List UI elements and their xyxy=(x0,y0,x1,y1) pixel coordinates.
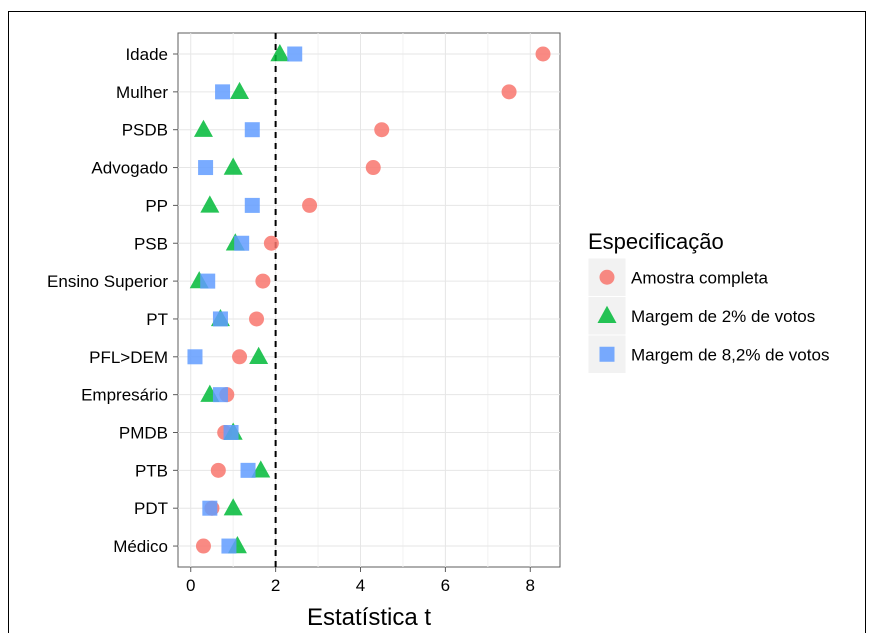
x-tick-label: 6 xyxy=(441,576,450,595)
data-point-circle xyxy=(249,311,265,327)
data-point-triangle xyxy=(249,346,269,364)
data-point-triangle xyxy=(193,119,213,137)
legend-items: Amostra completa Margem de 2% de votos Mar… xyxy=(587,257,829,374)
y-tick-label: Ensino Superior xyxy=(47,272,168,291)
data-point-square xyxy=(244,122,260,138)
x-tick-label: 4 xyxy=(356,576,365,595)
y-tick-label: Empresário xyxy=(81,386,168,405)
data-point-square xyxy=(244,197,260,213)
legend-title: Especificação xyxy=(588,229,724,254)
data-point-square xyxy=(202,500,218,516)
figure-frame xyxy=(8,11,866,633)
y-tick-label: Idade xyxy=(125,45,168,64)
data-point-square xyxy=(187,349,203,365)
data-point-circle xyxy=(365,160,381,176)
x-tick-label: 2 xyxy=(271,576,280,595)
x-tick-label: 0 xyxy=(186,576,195,595)
data-point-square xyxy=(212,387,228,403)
plot-panel xyxy=(177,32,561,568)
data-point-circle xyxy=(210,462,226,478)
y-tick-label: PDT xyxy=(134,499,168,518)
data-point-triangle xyxy=(223,157,243,175)
legend-symbol-circle xyxy=(599,269,615,285)
data-point-circle xyxy=(255,273,271,289)
data-point-square xyxy=(200,273,216,289)
y-tick-label: Médico xyxy=(113,537,168,556)
y-tick-label: PMDB xyxy=(119,424,168,443)
legend-label: Amostra completa xyxy=(631,268,769,287)
data-point-triangle xyxy=(230,81,250,100)
y-tick-label: PFL>DEM xyxy=(89,348,168,367)
legend-symbol-triangle xyxy=(597,305,617,323)
data-point-square xyxy=(215,84,231,100)
data-point-square xyxy=(221,538,237,554)
data-marks xyxy=(187,44,551,554)
data-point-square xyxy=(234,235,250,251)
data-point-triangle xyxy=(200,195,220,213)
y-tick-label: PP xyxy=(145,196,168,215)
x-tick-label: 8 xyxy=(526,576,535,595)
x-axis: 0 2 4 6 8 xyxy=(186,567,535,595)
data-point-triangle xyxy=(251,460,271,478)
legend: Especificação Amostra completa Margem de … xyxy=(587,229,829,374)
series-square xyxy=(187,46,303,554)
x-axis-title: Estatística t xyxy=(307,604,431,631)
data-point-square xyxy=(287,46,303,62)
legend-label: Margem de 2% de votos xyxy=(631,307,815,326)
y-tick-label: PTB xyxy=(135,461,168,480)
legend-item: Margem de 8,2% de votos xyxy=(587,334,829,374)
data-point-triangle xyxy=(223,498,243,516)
y-tick-label: PT xyxy=(146,310,168,329)
data-point-square xyxy=(198,160,214,176)
legend-item: Amostra completa xyxy=(587,257,769,297)
y-tick-label: PSDB xyxy=(122,121,168,140)
y-tick-label: Mulher xyxy=(116,83,168,102)
legend-symbol-square xyxy=(599,346,615,362)
legend-item: Margem de 2% de votos xyxy=(587,296,815,336)
y-axis: Idade Mulher PSDB Advogado PP PSB Ensino Super… xyxy=(47,45,178,556)
data-point-triangle xyxy=(270,44,290,62)
series-circle xyxy=(195,46,551,554)
data-point-circle xyxy=(535,46,551,62)
y-tick-label: PSB xyxy=(134,234,168,253)
data-point-circle xyxy=(374,122,390,138)
data-point-circle xyxy=(302,197,318,213)
data-point-square xyxy=(212,311,228,327)
data-point-circle xyxy=(232,349,248,365)
data-point-square xyxy=(240,462,256,478)
data-point-circle xyxy=(501,84,517,100)
data-point-square xyxy=(223,425,239,440)
y-tick-label: Advogado xyxy=(91,159,168,178)
legend-label: Margem de 8,2% de votos xyxy=(631,345,829,364)
data-point-circle xyxy=(263,235,279,251)
data-point-circle xyxy=(195,538,211,554)
